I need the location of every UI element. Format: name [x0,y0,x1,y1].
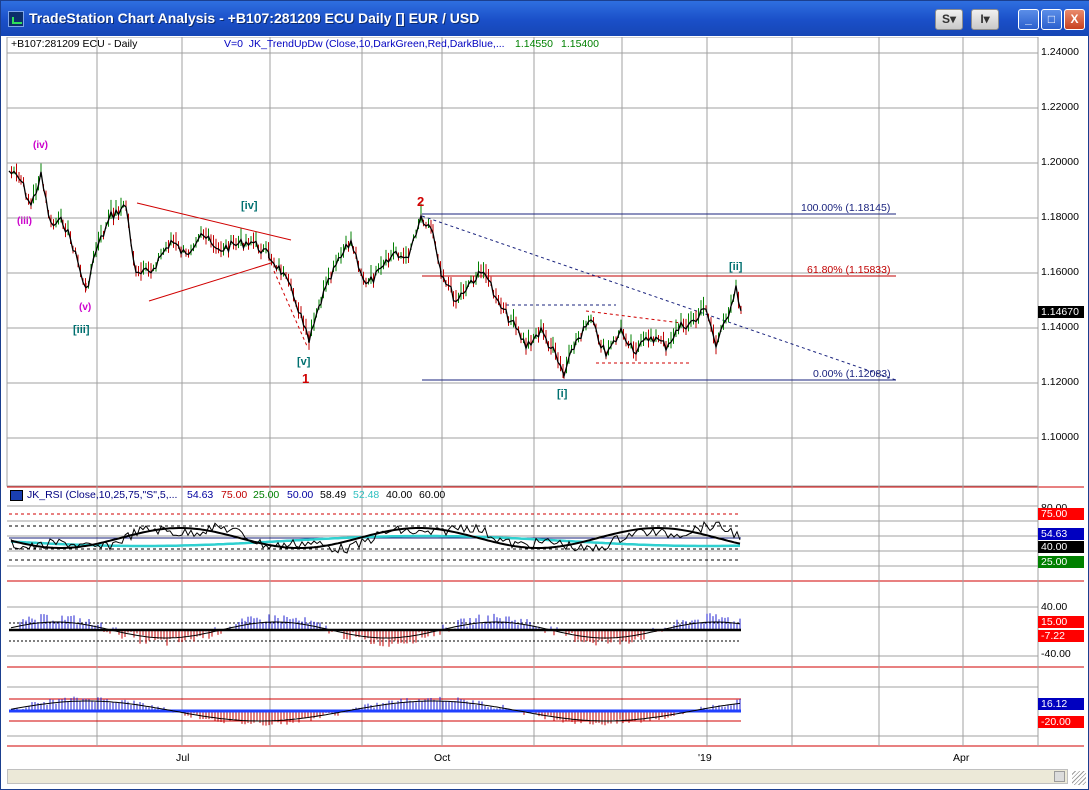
wave-label-2: 2 [417,194,424,209]
indicator-value-1: 1.14550 [515,38,553,50]
price-tick: 1.20000 [1041,156,1079,168]
rsi-value-5: 58.49 [320,489,347,501]
rsi-lower-badge: 25.00 [1038,556,1084,568]
price-tick: 1.12000 [1041,376,1079,388]
osc1-red2-badge: -7.22 [1038,630,1084,642]
maximize-button[interactable]: □ [1041,9,1062,30]
horizontal-grid [7,52,1038,439]
price-tick: 1.10000 [1041,431,1079,443]
rsi-value-3: 25.00 [253,489,280,501]
close-button[interactable]: X [1064,9,1085,30]
wave-label-iii: [iii] [73,324,90,336]
rsi-value-8: 60.00 [419,489,446,501]
osc1-red-badge: 15.00 [1038,616,1084,628]
price-tick: 1.22000 [1041,101,1079,113]
rsi-mid-badge: 40.00 [1038,541,1084,553]
title-bar[interactable]: TradeStation Chart Analysis - +B107:2812… [1,1,1089,36]
rsi-indicator-icon [10,490,23,501]
app-icon [8,11,24,27]
osc1-axis-bottom: -40.00 [1041,648,1071,660]
osc1-axis-top: 40.00 [1041,601,1068,613]
rsi-upper-badge: 75.00 [1038,508,1084,520]
date-tick-jul: Jul [176,752,190,764]
osc2-red-badge: -20.00 [1038,716,1084,728]
oscillator-panel-1 [7,606,1038,657]
fib-100-label: 100.00% (1.18145) [801,202,890,214]
wave-label-i: [i] [557,388,568,400]
last-price-badge: 1.14670 [1038,306,1084,318]
price-tick: 1.16000 [1041,266,1079,278]
date-tick-19: '19 [698,752,712,764]
rsi-value-4: 50.00 [287,489,314,501]
fib-0-label: 0.00% (1.12083) [813,368,891,380]
price-tick: 1.24000 [1041,46,1079,58]
symbol-label: +B107:281209 ECU - Daily [11,38,138,50]
window-title: TradeStation Chart Analysis - +B107:2812… [29,10,480,26]
horizontal-scrollbar[interactable] [7,769,1068,784]
rsi-current-badge: 54.63 [1038,528,1084,540]
date-tick-apr: Apr [953,752,970,764]
osc2-blue-badge: 16.12 [1038,698,1084,710]
s-button-label: S [941,12,950,26]
wave-label-iv: [iv] [241,200,258,212]
s-menu-button[interactable]: S▾ [935,9,963,30]
rsi-value-7: 40.00 [386,489,413,501]
wave-label-iii-minor: (iii) [17,216,32,227]
minimize-button[interactable]: _ [1018,9,1039,30]
i-button-label: I [980,12,984,26]
range-mid-dash [585,310,682,324]
indicator-label: V=0 JK_TrendUpDw (Close,10,DarkGreen,Red… [224,38,505,50]
rsi-value-6: 52.48 [353,489,380,501]
oscillator-panel-2 [7,686,1038,737]
price-tick: 1.14000 [1041,321,1079,333]
rsi-label: JK_RSI (Close,10,25,75,"S",5,... [27,489,178,501]
i-menu-button[interactable]: I▾ [971,9,999,30]
rsi-value-1: 54.63 [187,489,214,501]
wave-label-1: 1 [302,371,309,386]
triangle-upper-line[interactable] [136,202,292,241]
rsi-panel [7,505,1038,567]
indicator-value-2: 1.15400 [561,38,599,50]
wave-label-iv-minor: (iv) [33,140,48,151]
wave-label-ii: [ii] [729,261,743,273]
wave-v-dash [273,270,308,347]
wave-label-v: [v] [297,356,311,368]
wave-label-v-minor: (v) [79,302,91,313]
chart-area[interactable]: 100.00% (1.18145) 61.80% (1.15833) 0.00%… [1,37,1089,769]
resize-grip[interactable] [1072,771,1086,785]
rsi-value-2: 75.00 [221,489,248,501]
fib-618-label: 61.80% (1.15833) [807,264,890,276]
triangle-lower-line[interactable] [148,262,272,302]
price-panel-frame [6,37,1039,487]
date-tick-oct: Oct [434,752,451,764]
price-close-line [8,170,742,379]
price-tick: 1.18000 [1041,211,1079,223]
scrollbar-thumb[interactable] [1054,771,1065,782]
